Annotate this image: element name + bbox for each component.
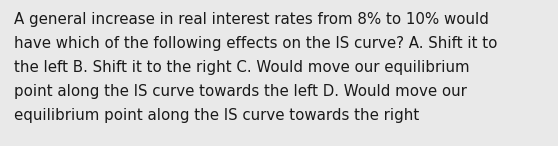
Text: point along the IS curve towards the left D. Would move our: point along the IS curve towards the lef… (14, 84, 467, 99)
Text: A general increase in real interest rates from 8% to 10% would: A general increase in real interest rate… (14, 12, 489, 27)
Text: the left B. Shift it to the right C. Would move our equilibrium: the left B. Shift it to the right C. Wou… (14, 60, 470, 75)
Text: equilibrium point along the IS curve towards the right: equilibrium point along the IS curve tow… (14, 108, 419, 123)
Text: have which of the following effects on the IS curve? A. Shift it to: have which of the following effects on t… (14, 36, 497, 51)
